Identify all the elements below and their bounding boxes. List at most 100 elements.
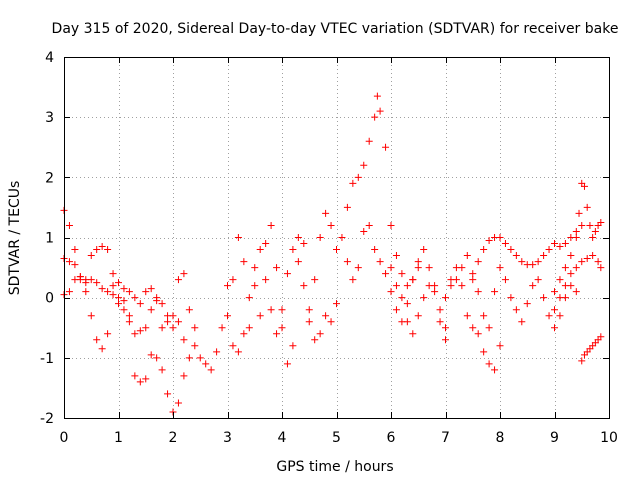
data-point [327,318,335,326]
data-point [98,243,106,251]
data-point [125,312,133,320]
data-point [458,264,466,272]
data-point [420,294,428,302]
y-tick-labels: -2 -1 0 1 2 3 4 [40,50,54,427]
data-point [153,354,161,362]
series-track-c [60,255,199,332]
data-point [376,258,384,266]
data-point [578,221,586,229]
data-point [518,258,526,266]
data-point [594,258,602,266]
series-track-m [578,333,605,365]
data-point [551,240,558,248]
data-point [196,354,204,362]
data-point [93,279,101,287]
data-point [262,276,270,284]
data-point [371,246,379,254]
data-point [365,221,373,229]
data-point [343,258,351,266]
data-point [256,246,264,254]
data-point [392,306,400,314]
data-point [507,294,515,302]
data-point [442,324,449,332]
data-point [104,246,112,254]
data-point [125,288,133,296]
data-point [180,270,188,278]
data-point [87,312,95,320]
data-point [382,270,390,278]
data-point [545,312,553,320]
data-point [327,221,335,229]
data-point [436,318,444,326]
data-point [534,258,542,266]
x-tick-label: 9 [550,430,559,446]
data-point [115,279,122,287]
data-point [109,282,117,290]
data-point [305,306,313,314]
data-point [480,348,488,356]
data-point [556,312,564,320]
data-point [452,276,460,284]
y-tick-label: 2 [45,170,54,186]
data-point [474,258,482,266]
data-point [469,324,477,332]
data-point [136,378,144,386]
x-tick-label: 2 [169,430,178,446]
data-point [589,252,597,260]
data-point [185,354,193,362]
data-point [540,294,548,302]
data-point [474,288,482,296]
data-point [496,342,504,350]
data-point [109,291,117,299]
data-point [104,330,112,338]
data-point [343,203,351,211]
data-point [267,306,275,314]
data-point [311,336,319,344]
x-tick-label: 7 [441,430,450,446]
series-track-l [551,252,605,314]
data-point [414,258,422,266]
data-point [169,312,177,320]
x-tick-label: 10 [600,430,618,446]
data-point [71,246,79,254]
y-tick-label: 1 [45,231,54,247]
data-point [76,276,84,284]
y-axis-label: SDTVAR / TECUs [7,181,23,296]
data-point [382,143,390,151]
data-point [597,218,605,226]
data-point [414,264,422,272]
data-point [120,297,128,305]
data-point [485,324,493,332]
data-point [71,261,79,269]
chart-title: Day 315 of 2020, Sidereal Day-to-day VTE… [52,21,619,37]
data-point [115,294,122,302]
data-point [234,234,242,241]
data-point [240,258,248,266]
data-point [409,330,417,338]
data-point [572,227,580,235]
data-point [469,276,477,284]
data-point [586,221,594,229]
series-track-j [469,221,586,284]
data-point [87,276,95,284]
data-point [540,252,548,260]
data-point [305,318,313,326]
data-point [398,270,406,278]
grid-lines [64,57,609,418]
x-tick-label: 4 [278,430,287,446]
data-point [583,203,591,211]
data-point [278,324,286,332]
data-point [501,276,509,284]
data-point [147,285,155,293]
data-point [131,294,139,302]
data-point [174,276,182,284]
data-point [245,294,253,302]
data-point [93,246,101,254]
data-point [349,276,357,284]
data-point [597,264,605,272]
data-point [442,294,449,302]
data-point [322,209,330,217]
y-tick-label: -2 [40,411,54,427]
data-point [518,318,526,326]
data-point [131,330,139,338]
